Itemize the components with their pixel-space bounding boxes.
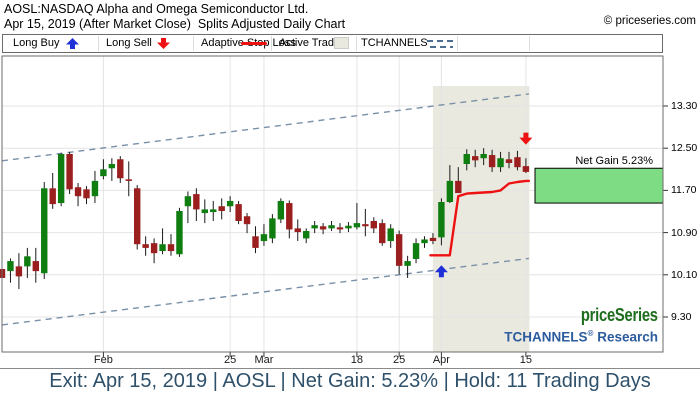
page-title: AOSL:NASDAQ Alpha and Omega Semiconducto… xyxy=(4,2,309,16)
legend-long-buy-label: Long Buy xyxy=(13,37,60,49)
long-buy-arrow-icon xyxy=(66,38,79,49)
legend-divider xyxy=(529,36,530,51)
legend-divider xyxy=(271,36,272,51)
x-tick-label: Feb xyxy=(93,354,113,366)
net-gain-label: Net Gain 5.23% xyxy=(575,155,653,167)
long-sell-arrow-icon xyxy=(157,38,170,49)
y-tick-label: 9.30 xyxy=(671,311,692,323)
x-tick-label: 25 xyxy=(393,354,406,366)
legend-tchannels-label: TCHANNELS xyxy=(361,37,428,49)
trade-summary-banner: Exit: Apr 15, 2019 | AOSL | Net Gain: 5.… xyxy=(49,370,651,392)
copyright-text: © priceseries.com xyxy=(603,15,696,27)
priceseries-logo: priceSeries xyxy=(581,305,658,325)
footer-divider xyxy=(0,368,700,369)
y-tick-label: 10.90 xyxy=(671,226,698,239)
legend-divider xyxy=(457,36,458,51)
x-tick-label: 18 xyxy=(350,354,364,366)
x-tick-label: Mar xyxy=(254,354,274,366)
legend-bar: Long Buy Long Sell Adaptive Stop Loss Ac… xyxy=(2,34,663,53)
long-buy-marker-icon xyxy=(434,265,448,278)
y-tick-label: 12.50 xyxy=(671,142,698,155)
legend-active-trade-label: Active Trade xyxy=(279,37,341,49)
x-tick-label: 25 xyxy=(224,354,237,366)
x-tick-label: 15 xyxy=(519,354,533,366)
legend-divider xyxy=(356,36,357,51)
x-tick-label: Apr xyxy=(432,354,450,366)
legend-divider xyxy=(193,36,194,51)
y-tick-label: 11.70 xyxy=(671,184,697,197)
legend-long-sell-label: Long Sell xyxy=(106,37,152,49)
long-sell-marker-icon xyxy=(519,132,533,145)
legend-divider xyxy=(98,36,99,51)
y-tick-label: 13.30 xyxy=(671,100,698,112)
stop-loss-line-icon xyxy=(241,42,267,45)
y-tick-label: 10.10 xyxy=(671,268,698,281)
active-trade-swatch-icon xyxy=(334,37,349,49)
tchannels-research-brand: TCHANNELS® Research xyxy=(504,329,658,345)
chart-subtitle: Apr 15, 2019 (After Market Close) Splits… xyxy=(4,17,346,31)
tchannels-dash-icon xyxy=(427,40,453,48)
